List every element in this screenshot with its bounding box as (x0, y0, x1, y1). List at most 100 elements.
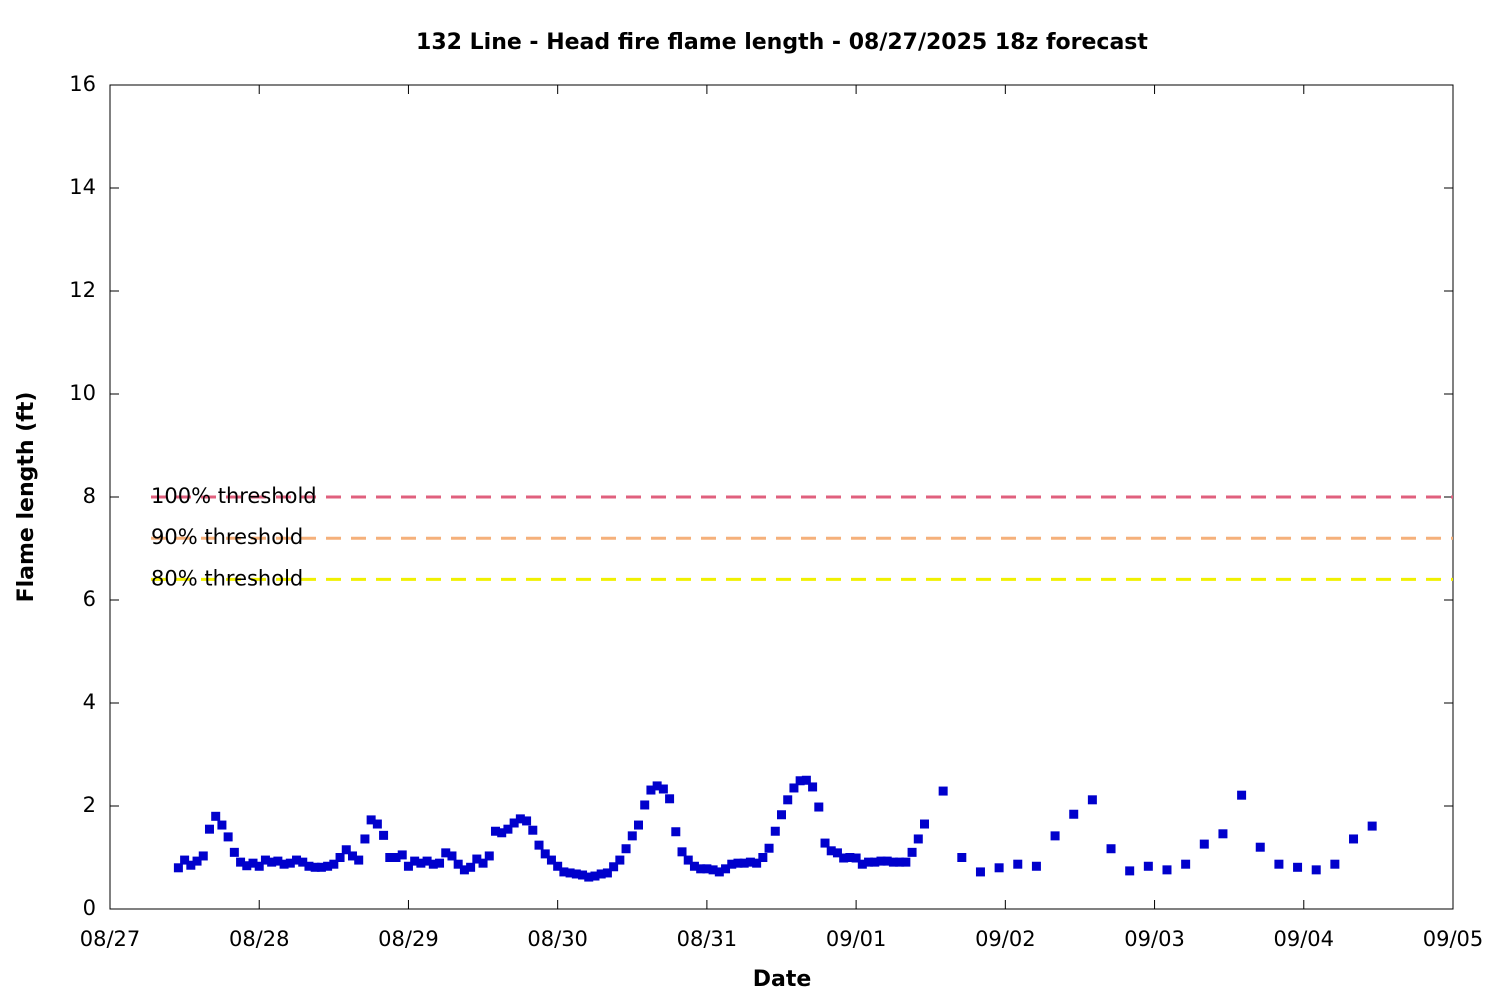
data-point (683, 855, 693, 865)
data-point (267, 857, 277, 867)
data-point (646, 785, 656, 795)
data-point (522, 816, 532, 826)
data-point (783, 795, 793, 805)
data-point (901, 857, 911, 867)
data-point (633, 820, 643, 830)
data-point (1293, 862, 1303, 872)
data-point (907, 847, 917, 857)
data-point (565, 868, 575, 878)
data-point (1199, 839, 1209, 849)
data-point (938, 786, 948, 796)
data-point (204, 824, 214, 834)
data-point (752, 858, 762, 868)
data-point (758, 853, 768, 862)
data-point (497, 828, 507, 838)
data-point (559, 867, 569, 877)
data-point (975, 867, 985, 877)
data-point (1162, 865, 1172, 875)
data-point (509, 818, 519, 828)
data-point (596, 869, 606, 879)
data-point (441, 848, 451, 858)
y-tick-label: 16 (69, 72, 96, 96)
y-tick-label: 2 (83, 793, 96, 817)
data-point (708, 865, 718, 875)
data-point (839, 853, 849, 863)
data-point (248, 858, 258, 868)
data-point (571, 869, 581, 879)
data-point (1218, 829, 1228, 839)
data-point (335, 853, 345, 862)
data-point (702, 864, 712, 874)
data-point (857, 859, 867, 869)
data-point (864, 857, 874, 867)
data-point (696, 864, 706, 874)
y-tick-label: 12 (69, 278, 96, 302)
data-point (229, 847, 239, 857)
data-point (1050, 831, 1060, 841)
data-point (913, 834, 923, 844)
data-point (304, 861, 314, 871)
y-tick-label: 10 (69, 381, 96, 405)
data-point (323, 861, 333, 871)
data-point (1106, 844, 1116, 854)
data-point (770, 826, 780, 836)
data-point (223, 832, 233, 842)
data-point (578, 870, 588, 880)
data-point (515, 814, 525, 824)
data-point (472, 854, 482, 864)
y-axis-label: Flame length (ft) (14, 392, 39, 603)
data-point (801, 775, 811, 785)
x-tick-label: 08/30 (527, 927, 588, 951)
data-point (484, 851, 494, 861)
data-point (217, 820, 227, 830)
data-point (211, 811, 221, 821)
y-tick-label: 8 (83, 484, 96, 508)
data-point (808, 782, 818, 792)
y-tick-label: 14 (69, 175, 96, 199)
data-point (1255, 842, 1265, 852)
data-point (173, 863, 183, 873)
data-point (658, 784, 668, 794)
data-point (1311, 865, 1321, 875)
data-point (198, 851, 208, 861)
data-point (298, 857, 308, 867)
data-point (826, 846, 836, 856)
data-point (273, 856, 283, 866)
data-point (360, 834, 370, 844)
data-point (347, 851, 357, 861)
x-tick-label: 08/29 (378, 927, 439, 951)
data-point (466, 862, 476, 872)
data-point (1143, 861, 1153, 871)
data-point (739, 858, 749, 868)
data-point (428, 859, 438, 869)
data-point (540, 849, 550, 859)
data-point (1367, 821, 1377, 831)
data-point (652, 781, 662, 791)
data-point (310, 862, 320, 872)
data-point (721, 864, 731, 874)
data-point (1274, 859, 1284, 869)
data-point (1013, 859, 1023, 869)
data-point (403, 861, 413, 871)
data-point (410, 856, 420, 866)
data-point (1181, 859, 1191, 869)
data-point (876, 856, 886, 866)
data-point (329, 859, 339, 869)
data-point (1087, 795, 1097, 805)
data-point (832, 848, 842, 858)
data-point (366, 815, 376, 825)
data-point (627, 831, 637, 841)
data-point (490, 826, 500, 836)
data-point (503, 824, 513, 834)
data-point (180, 855, 190, 865)
threshold-label: 100% threshold (151, 484, 317, 508)
data-point (254, 861, 264, 871)
x-tick-label: 09/05 (1423, 927, 1484, 951)
data-point (372, 819, 382, 829)
x-tick-label: 09/03 (1124, 927, 1185, 951)
data-point (1125, 866, 1135, 876)
data-point (459, 865, 469, 875)
threshold-label: 80% threshold (151, 566, 303, 590)
data-point (764, 843, 774, 853)
